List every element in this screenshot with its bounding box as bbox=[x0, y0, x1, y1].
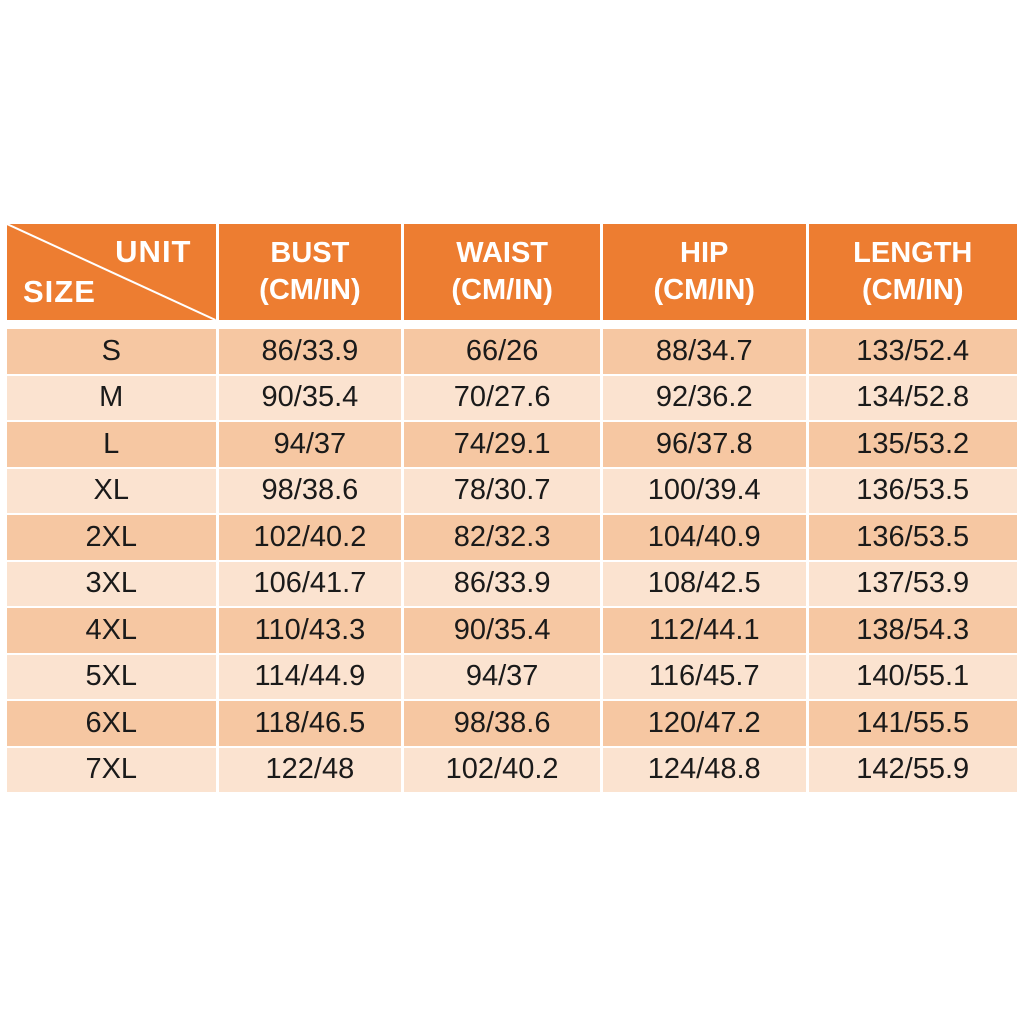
cell-waist: 78/30.7 bbox=[404, 468, 600, 513]
cell-bust: 122/48 bbox=[218, 747, 402, 792]
cell-size: 4XL bbox=[7, 608, 216, 653]
corner-size-label: SIZE bbox=[23, 274, 96, 310]
cell-hip: 108/42.5 bbox=[602, 561, 806, 606]
cell-hip: 112/44.1 bbox=[602, 608, 806, 653]
cell-length: 138/54.3 bbox=[808, 608, 1017, 653]
column-header-waist-unit: (CM/IN) bbox=[451, 274, 553, 306]
cell-waist: 90/35.4 bbox=[404, 608, 600, 653]
cell-bust: 114/44.9 bbox=[218, 654, 402, 699]
cell-size: 6XL bbox=[7, 701, 216, 746]
cell-waist: 82/32.3 bbox=[404, 515, 600, 560]
cell-bust: 98/38.6 bbox=[218, 468, 402, 513]
cell-bust: 110/43.3 bbox=[218, 608, 402, 653]
cell-bust: 118/46.5 bbox=[218, 701, 402, 746]
cell-length: 140/55.1 bbox=[808, 654, 1017, 699]
table-row: 5XL 114/44.9 94/37 116/45.7 140/55.1 bbox=[7, 654, 1017, 699]
diagonal-divider-icon bbox=[7, 224, 216, 320]
table-row: 3XL 106/41.7 86/33.9 108/42.5 137/53.9 bbox=[7, 561, 1017, 606]
table-body: S 86/33.9 66/26 88/34.7 133/52.4 M 90/35… bbox=[7, 329, 1017, 792]
cell-length: 133/52.4 bbox=[808, 329, 1017, 374]
cell-length: 136/53.5 bbox=[808, 468, 1017, 513]
table-row: S 86/33.9 66/26 88/34.7 133/52.4 bbox=[7, 329, 1017, 374]
cell-size: L bbox=[7, 422, 216, 467]
cell-bust: 106/41.7 bbox=[218, 561, 402, 606]
cell-bust: 86/33.9 bbox=[218, 329, 402, 374]
table-row: 6XL 118/46.5 98/38.6 120/47.2 141/55.5 bbox=[7, 701, 1017, 746]
cell-hip: 116/45.7 bbox=[602, 654, 806, 699]
corner-cell-unit-size: UNIT SIZE bbox=[7, 224, 216, 320]
cell-hip: 96/37.8 bbox=[602, 422, 806, 467]
column-header-hip-label: HIP bbox=[680, 236, 729, 269]
cell-length: 135/53.2 bbox=[808, 422, 1017, 467]
cell-waist: 98/38.6 bbox=[404, 701, 600, 746]
column-header-length: LENGTH (CM/IN) bbox=[808, 224, 1017, 320]
cell-waist: 102/40.2 bbox=[404, 747, 600, 792]
cell-waist: 70/27.6 bbox=[404, 375, 600, 420]
cell-waist: 66/26 bbox=[404, 329, 600, 374]
table-row: 2XL 102/40.2 82/32.3 104/40.9 136/53.5 bbox=[7, 515, 1017, 560]
cell-hip: 92/36.2 bbox=[602, 375, 806, 420]
cell-waist: 74/29.1 bbox=[404, 422, 600, 467]
cell-length: 142/55.9 bbox=[808, 747, 1017, 792]
column-header-bust-unit: (CM/IN) bbox=[259, 274, 361, 306]
cell-hip: 104/40.9 bbox=[602, 515, 806, 560]
cell-hip: 124/48.8 bbox=[602, 747, 806, 792]
cell-size: M bbox=[7, 375, 216, 420]
cell-bust: 102/40.2 bbox=[218, 515, 402, 560]
cell-length: 136/53.5 bbox=[808, 515, 1017, 560]
cell-hip: 100/39.4 bbox=[602, 468, 806, 513]
table-row: M 90/35.4 70/27.6 92/36.2 134/52.8 bbox=[7, 375, 1017, 420]
column-header-waist-label: WAIST bbox=[456, 236, 549, 269]
table-row: L 94/37 74/29.1 96/37.8 135/53.2 bbox=[7, 422, 1017, 467]
cell-length: 137/53.9 bbox=[808, 561, 1017, 606]
cell-bust: 94/37 bbox=[218, 422, 402, 467]
table-row: 7XL 122/48 102/40.2 124/48.8 142/55.9 bbox=[7, 747, 1017, 792]
cell-size: 7XL bbox=[7, 747, 216, 792]
header-row: UNIT SIZE BUST (CM/IN) WAIST (CM/IN) HIP… bbox=[7, 224, 1017, 320]
column-header-length-label: LENGTH bbox=[853, 236, 973, 269]
column-header-hip: HIP (CM/IN) bbox=[602, 224, 806, 320]
table-row: XL 98/38.6 78/30.7 100/39.4 136/53.5 bbox=[7, 468, 1017, 513]
cell-size: S bbox=[7, 329, 216, 374]
column-header-bust-label: BUST bbox=[270, 236, 350, 269]
cell-length: 141/55.5 bbox=[808, 701, 1017, 746]
cell-size: 2XL bbox=[7, 515, 216, 560]
column-header-length-unit: (CM/IN) bbox=[862, 274, 964, 306]
cell-waist: 86/33.9 bbox=[404, 561, 600, 606]
column-header-bust: BUST (CM/IN) bbox=[218, 224, 402, 320]
cell-hip: 120/47.2 bbox=[602, 701, 806, 746]
cell-size: XL bbox=[7, 468, 216, 513]
column-header-hip-unit: (CM/IN) bbox=[653, 274, 755, 306]
column-header-waist: WAIST (CM/IN) bbox=[404, 224, 600, 320]
size-chart-table: UNIT SIZE BUST (CM/IN) WAIST (CM/IN) HIP… bbox=[7, 224, 1017, 792]
cell-hip: 88/34.7 bbox=[602, 329, 806, 374]
corner-unit-label: UNIT bbox=[115, 234, 192, 269]
cell-size: 5XL bbox=[7, 654, 216, 699]
cell-bust: 90/35.4 bbox=[218, 375, 402, 420]
cell-waist: 94/37 bbox=[404, 654, 600, 699]
cell-length: 134/52.8 bbox=[808, 375, 1017, 420]
cell-size: 3XL bbox=[7, 561, 216, 606]
table-row: 4XL 110/43.3 90/35.4 112/44.1 138/54.3 bbox=[7, 608, 1017, 653]
